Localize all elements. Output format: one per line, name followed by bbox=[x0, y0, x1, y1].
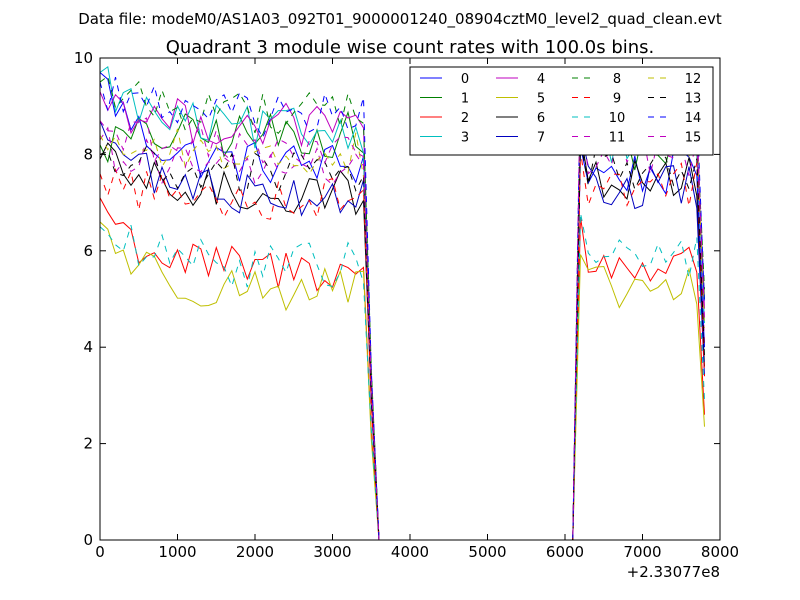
x-offset-label: +2.33077e8 bbox=[627, 563, 720, 581]
y-tick-label: 2 bbox=[83, 435, 93, 453]
legend-label-5: 5 bbox=[537, 92, 545, 107]
legend-label-14: 14 bbox=[685, 111, 702, 126]
y-tick-label: 8 bbox=[83, 145, 93, 163]
series-line-5 bbox=[100, 221, 705, 540]
series-line-14 bbox=[100, 71, 705, 540]
legend-label-3: 3 bbox=[461, 131, 469, 146]
series-line-7 bbox=[100, 120, 705, 540]
legend-label-12: 12 bbox=[685, 72, 702, 87]
series-line-0 bbox=[100, 72, 705, 540]
y-tick-label: 4 bbox=[83, 338, 93, 356]
series-line-2 bbox=[100, 197, 705, 540]
legend-label-6: 6 bbox=[537, 111, 545, 126]
x-tick-label: 3000 bbox=[313, 543, 351, 561]
y-tick-label: 0 bbox=[83, 531, 93, 549]
x-tick-label: 7000 bbox=[623, 543, 661, 561]
legend-label-2: 2 bbox=[461, 111, 469, 126]
series-line-10 bbox=[100, 212, 705, 540]
legend-label-4: 4 bbox=[537, 72, 545, 87]
y-tick-label: 10 bbox=[74, 49, 93, 67]
x-tick-label: 5000 bbox=[468, 543, 506, 561]
x-tick-label: 0 bbox=[95, 543, 105, 561]
series-line-11 bbox=[100, 100, 705, 540]
series-line-6 bbox=[100, 132, 705, 540]
legend-label-10: 10 bbox=[609, 111, 626, 126]
legend-label-9: 9 bbox=[613, 92, 621, 107]
series-line-13 bbox=[100, 139, 705, 540]
legend-label-8: 8 bbox=[613, 72, 621, 87]
legend-label-13: 13 bbox=[685, 92, 702, 107]
x-tick-label: 1000 bbox=[158, 543, 196, 561]
y-tick-label: 6 bbox=[83, 242, 93, 260]
x-tick-label: 6000 bbox=[546, 543, 584, 561]
x-tick-label: 8000 bbox=[701, 543, 739, 561]
x-tick-label: 4000 bbox=[391, 543, 429, 561]
series-line-12 bbox=[100, 112, 705, 540]
chart-suptitle: Data file: modeM0/AS1A03_092T01_90000012… bbox=[78, 10, 722, 29]
x-tick-label: 2000 bbox=[236, 543, 274, 561]
series-line-4 bbox=[100, 91, 705, 540]
legend-label-0: 0 bbox=[461, 72, 469, 87]
legend-label-15: 15 bbox=[685, 131, 702, 146]
series-line-1 bbox=[100, 110, 705, 540]
legend-label-11: 11 bbox=[609, 131, 626, 146]
chart-title: Quadrant 3 module wise count rates with … bbox=[166, 37, 655, 58]
series-line-9 bbox=[100, 151, 705, 540]
legend-label-7: 7 bbox=[537, 131, 545, 146]
legend-box bbox=[409, 66, 714, 156]
legend-label-1: 1 bbox=[461, 92, 469, 107]
